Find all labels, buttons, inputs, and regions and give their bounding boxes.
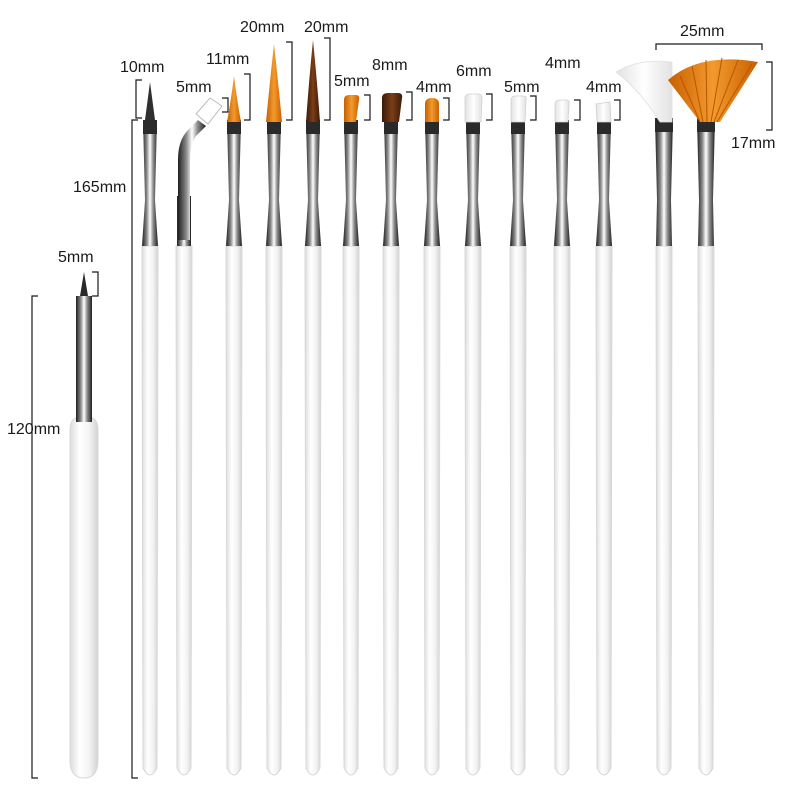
label-dotting-tip: 5mm (58, 249, 94, 266)
fan-orange-tip (668, 57, 758, 123)
ferrule (554, 120, 570, 246)
ferrule-band (344, 120, 358, 134)
angled-brush-tip (178, 97, 223, 240)
handle (509, 245, 527, 776)
label-b8: 4mm (416, 79, 452, 96)
handle (595, 245, 613, 776)
label-b11: 4mm (545, 55, 581, 72)
handle (265, 245, 283, 776)
handle (304, 245, 322, 776)
fan-orange-body (697, 118, 715, 776)
angle-4mm-white-tip (595, 101, 612, 123)
label-b1: 10mm (120, 59, 164, 76)
ferrule (266, 120, 282, 246)
liner-11mm-tip (227, 76, 241, 122)
flat-8mm-brown-tip (382, 93, 403, 122)
handle (141, 245, 159, 776)
angled-brush-body (175, 196, 193, 776)
striper-20mm-body (265, 120, 283, 776)
label-b10: 5mm (504, 79, 540, 96)
ferrule (424, 120, 440, 246)
flat-5mm-white-body (509, 120, 527, 776)
ferrule-band (384, 120, 398, 134)
label-b7: 8mm (372, 57, 408, 74)
flat-4mm-body (423, 120, 441, 776)
flat-5mm-white-tip (510, 95, 527, 123)
dotting-tool (69, 272, 99, 779)
ferrule (383, 120, 399, 246)
handle (655, 245, 673, 776)
ferrule (305, 120, 321, 246)
ferrule-band (511, 120, 525, 134)
label-b12: 4mm (586, 79, 622, 96)
ferrule-band (227, 120, 241, 134)
ferrule (142, 120, 158, 246)
striper-20mm-brown-body (304, 120, 322, 776)
handle (175, 245, 193, 776)
dimension-brackets (31, 37, 773, 779)
ferrule-band (267, 120, 281, 134)
handle (553, 245, 571, 776)
flat-4mm-orange-tip (425, 98, 439, 122)
flat-5mm-orange-tip (344, 95, 360, 122)
ferrule (697, 118, 715, 246)
ferrule (343, 120, 359, 246)
ferrule-band (597, 120, 611, 134)
label-b9: 6mm (456, 63, 492, 80)
fine-liner-body (141, 120, 159, 776)
handle (342, 245, 360, 776)
handle (225, 245, 243, 776)
fine-liner-tip (145, 82, 155, 120)
ferrule (510, 120, 526, 246)
striper-orange-tip (266, 44, 282, 122)
brush-handles (141, 118, 715, 776)
label-b5: 20mm (304, 19, 348, 36)
handle (697, 245, 715, 776)
ferrule-band (555, 120, 569, 134)
liner-11mm-body (225, 120, 243, 776)
label-brush-total: 165mm (73, 179, 126, 196)
label-b3: 11mm (206, 51, 249, 68)
ferrule (226, 120, 242, 246)
flat-6mm-white-tip (464, 93, 483, 123)
dimension-labels: 120mm 5mm 165mm 10mm 5mm 11mm 20mm 20mm … (7, 19, 775, 438)
ferrule-band (143, 120, 157, 134)
striper-brown-tip (306, 40, 320, 122)
label-dotting-total: 120mm (7, 421, 60, 438)
ferrule (596, 120, 612, 246)
flat-4mm-white-tip (554, 99, 570, 123)
flat-4mm-white-body (553, 120, 571, 776)
ferrule (655, 118, 673, 246)
label-b4: 20mm (240, 19, 284, 36)
flat-6mm-white-body (464, 120, 482, 776)
ferrule-band (425, 120, 439, 134)
label-fan-width: 25mm (680, 23, 724, 40)
handle (423, 245, 441, 776)
label-b6: 5mm (334, 73, 370, 90)
label-b2: 5mm (176, 79, 212, 96)
angle-4mm-white-body (595, 120, 613, 776)
handle (382, 245, 400, 776)
ferrule-band (306, 120, 320, 134)
flat-5mm-body (342, 120, 360, 776)
flat-8mm-body (382, 120, 400, 776)
handle (464, 245, 482, 776)
ferrule-band (466, 120, 480, 134)
ferrule (465, 120, 481, 246)
label-fan-height: 17mm (731, 135, 775, 152)
fan-white-body (655, 118, 673, 776)
fan-white-tip (615, 60, 673, 123)
